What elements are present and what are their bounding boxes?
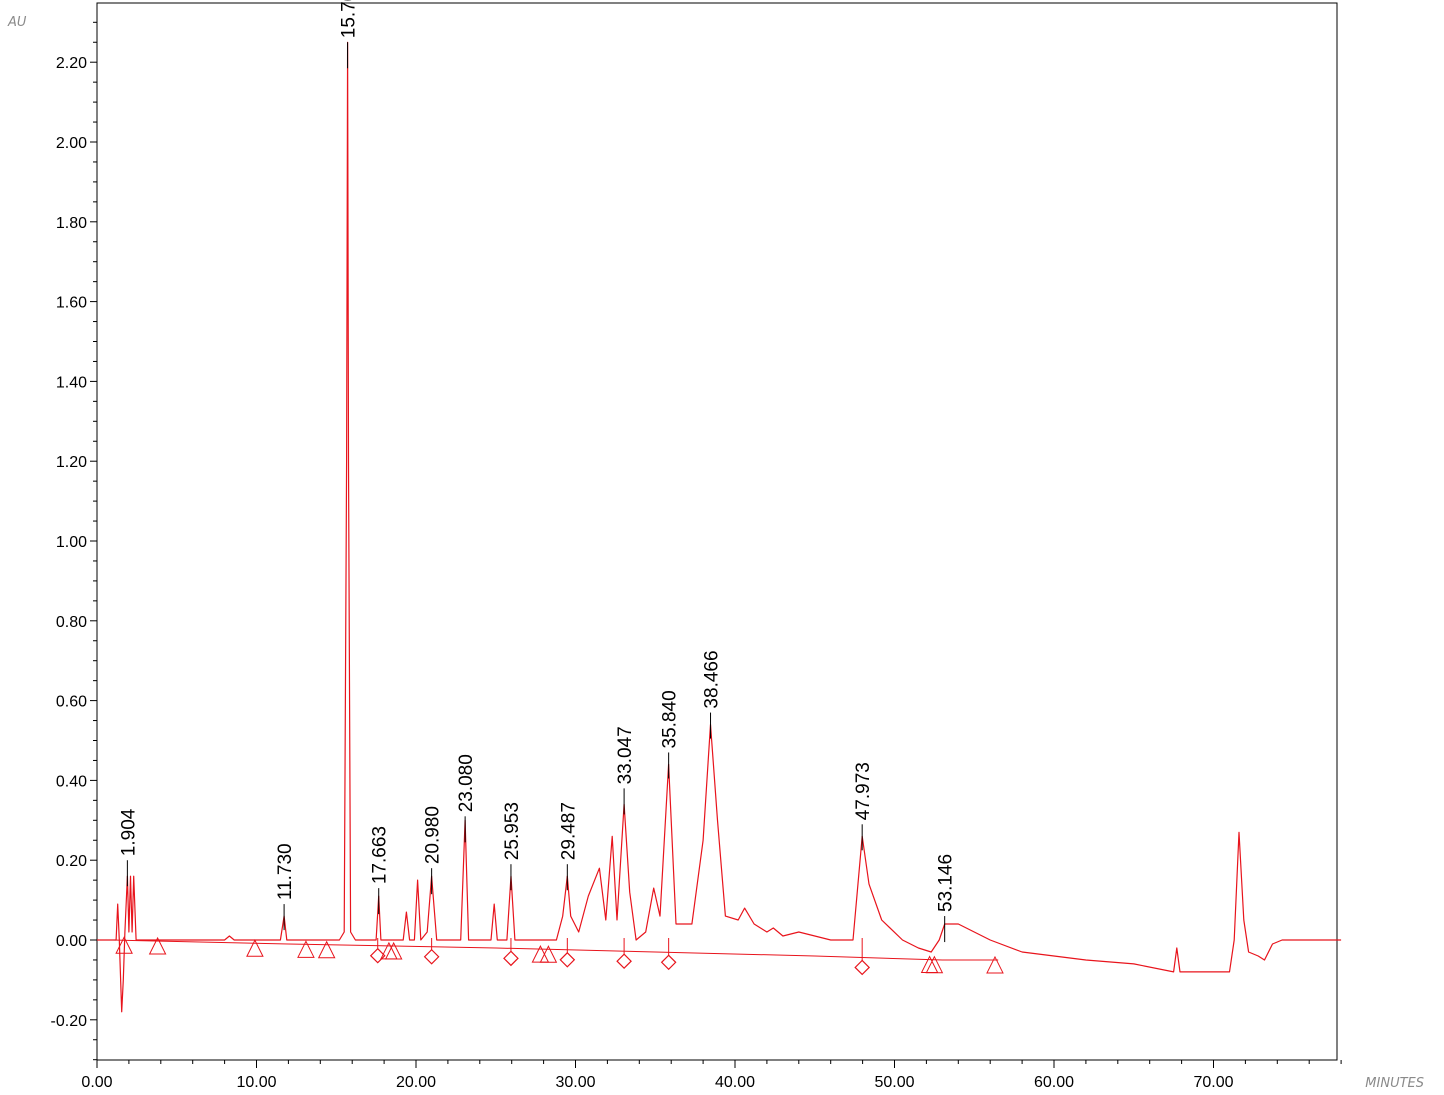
- peak-label: 25.953: [502, 802, 523, 860]
- y-tick-label: 2.00: [56, 135, 87, 152]
- integration-markers: [115, 936, 1004, 976]
- diamond-marker: [616, 953, 632, 970]
- y-tick-label: 0.20: [56, 853, 87, 870]
- peak-label: 20.980: [423, 806, 444, 864]
- y-tick-label: 0.00: [56, 933, 87, 950]
- x-tick-label: 10.00: [236, 1074, 276, 1091]
- peak-label: 33.047: [615, 726, 636, 784]
- peak-label: 1.904: [118, 808, 139, 856]
- y-tick-label: 1.80: [56, 215, 87, 232]
- peak-label: 17.663: [370, 826, 391, 884]
- y-tick-label: 1.40: [56, 374, 87, 391]
- peak-label: 11.730: [275, 843, 296, 900]
- x-tick-label: 0.00: [81, 1074, 112, 1091]
- y-tick-label: 0.60: [56, 694, 87, 711]
- diamond-marker: [559, 951, 576, 968]
- triangle-marker: [297, 940, 315, 958]
- triangle-marker: [115, 936, 133, 954]
- plot-frame: [96, 2, 1338, 1061]
- triangle-marker: [246, 939, 264, 957]
- y-tick-label: 0.80: [56, 614, 87, 631]
- triangle-marker: [925, 955, 944, 974]
- diamond-marker: [423, 948, 440, 965]
- peak-label: 23.080: [456, 754, 477, 812]
- x-axis-unit-label: MINUTES: [1365, 1076, 1424, 1091]
- peak-label: 15.709: [339, 0, 360, 38]
- baseline-segments: [112, 939, 999, 961]
- diamond-marker: [854, 959, 871, 976]
- y-tick-label: -0.20: [51, 1013, 88, 1030]
- y-tick-label: 0.40: [56, 773, 87, 790]
- y-tick-label: 1.20: [56, 454, 87, 471]
- peak-annotations: 1.904 11.730 15.709 17.663 20.980 23.080 25.95…: [118, 0, 957, 943]
- y-tick-label: 1.00: [56, 534, 87, 551]
- chromatogram-trace: [97, 41, 1342, 1013]
- x-tick-label: 70.00: [1193, 1074, 1233, 1091]
- axis-ticks: 0.00 10.00 20.00 30.00 40.00 50.00 60.00 70.00 -…: [51, 21, 1342, 1091]
- peak-label: 35.840: [660, 690, 681, 748]
- x-tick-label: 50.00: [874, 1074, 914, 1091]
- baseline-line: [112, 939, 999, 961]
- y-tick-label: 2.20: [56, 55, 87, 72]
- triangle-marker: [539, 945, 558, 963]
- triangle-marker: [986, 955, 1004, 974]
- peak-label: 53.146: [936, 854, 957, 912]
- x-tick-label: 40.00: [715, 1074, 755, 1091]
- diamond-marker: [503, 950, 519, 967]
- diamond-marker: [369, 947, 386, 964]
- x-tick-label: 30.00: [555, 1074, 595, 1091]
- triangle-marker: [317, 940, 336, 959]
- triangle-marker: [148, 936, 167, 955]
- x-tick-label: 60.00: [1034, 1074, 1074, 1091]
- y-axis-unit-label: AU: [7, 15, 27, 30]
- triangle-marker: [384, 941, 403, 960]
- x-tick-label: 20.00: [396, 1074, 436, 1091]
- peak-label: 47.973: [853, 762, 874, 820]
- peak-label: 29.487: [558, 802, 579, 860]
- y-tick-label: 1.60: [56, 295, 87, 312]
- diamond-marker: [660, 954, 677, 971]
- peak-label: 38.466: [702, 650, 723, 708]
- trace-line: [97, 41, 1342, 1013]
